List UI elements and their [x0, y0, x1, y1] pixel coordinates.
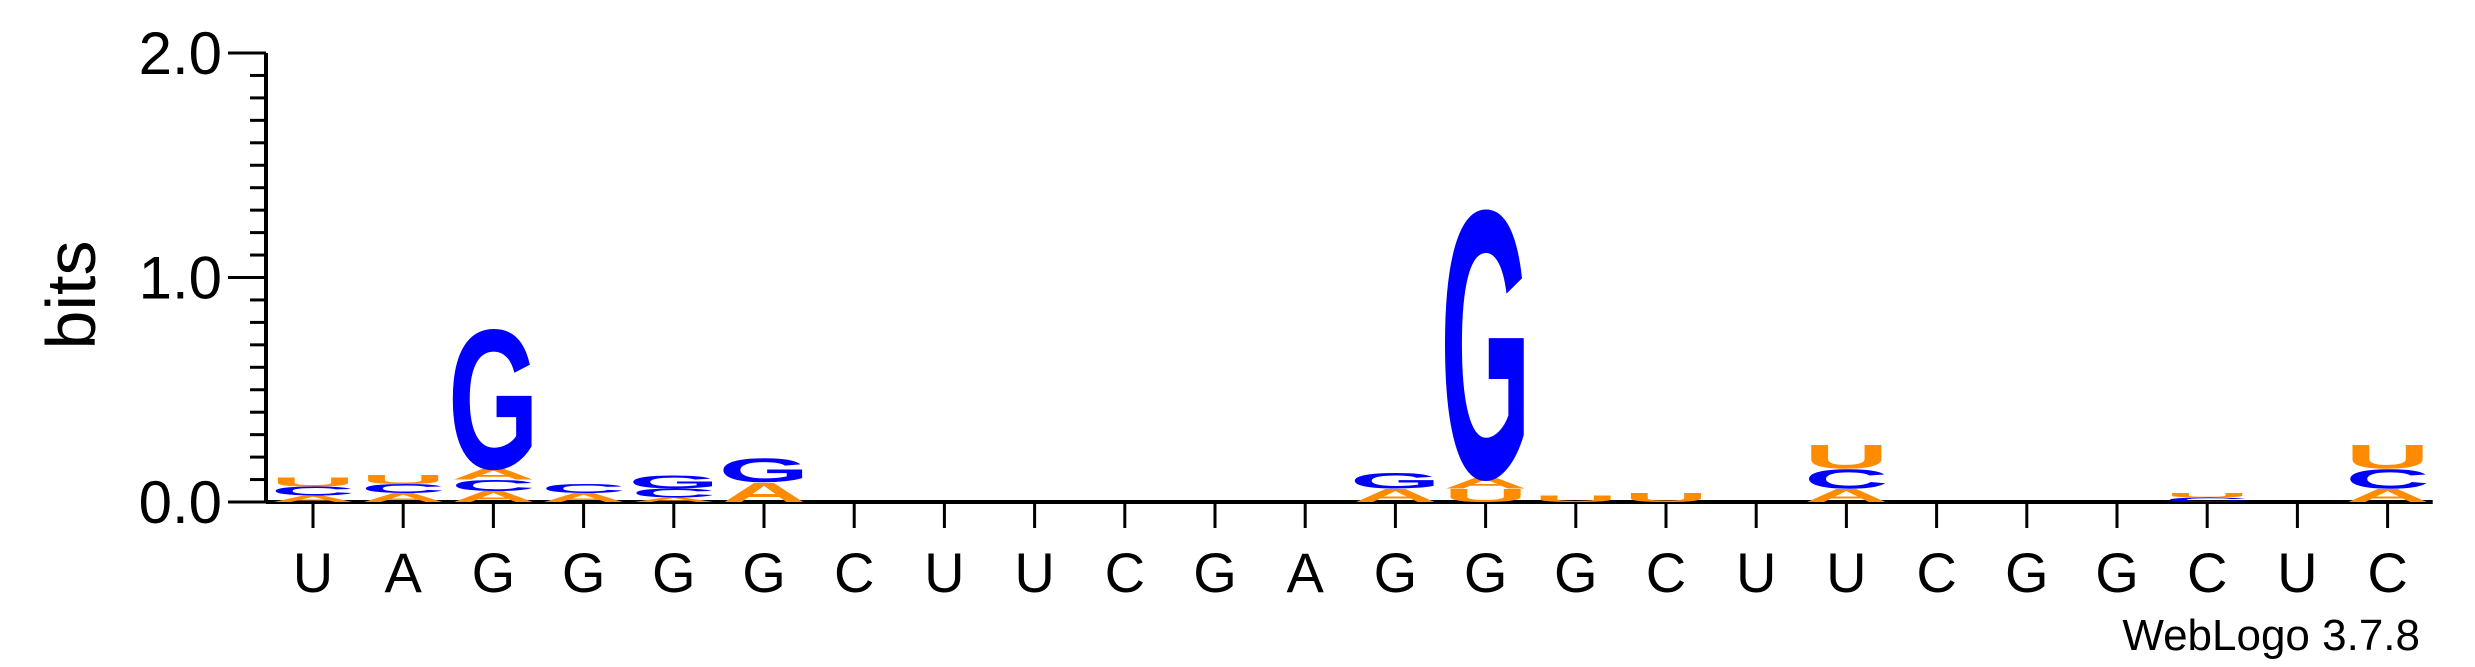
logo-letter-glyph: U — [1804, 438, 1888, 476]
logo-letter-glyph: G — [719, 451, 810, 489]
logo-letter-C: C — [541, 482, 625, 496]
logo-letter-glyph: A — [1804, 485, 1888, 506]
logo-letter-G: G — [719, 451, 810, 489]
x-tick-label: G — [652, 541, 696, 604]
logo-letter-glyph: G — [1440, 131, 1531, 560]
x-tick-label: U — [1736, 541, 1776, 604]
logo-letter-G: G — [1440, 131, 1531, 560]
x-tick-label: C — [834, 541, 874, 604]
logo-letter-U: U — [1534, 494, 1618, 505]
logo-letter-glyph: G — [448, 288, 539, 511]
y-tick-label: 0.0 — [139, 469, 222, 536]
logo-letter-glyph: U — [2165, 492, 2249, 499]
logo-letter-A: A — [451, 466, 535, 483]
x-tick-label: G — [1464, 541, 1508, 604]
logo-letter-A: A — [1804, 485, 1888, 506]
logo-letter-glyph: U — [1534, 494, 1618, 505]
x-tick-label: G — [472, 541, 516, 604]
logo-letter-C: C — [271, 484, 355, 498]
logo-letter-glyph: U — [271, 475, 355, 489]
logo-letter-U: U — [361, 473, 445, 487]
logo-letter-glyph: A — [451, 488, 535, 505]
logo-letter-A: A — [271, 494, 355, 505]
logo-letter-U: U — [271, 475, 355, 489]
x-tick-label: G — [2095, 541, 2139, 604]
logo-letter-C: C — [1804, 463, 1888, 494]
x-tick-label: G — [2005, 541, 2049, 604]
logo-letter-glyph: C — [361, 482, 445, 496]
x-tick-label: U — [1014, 541, 1054, 604]
logo-letter-A: A — [541, 491, 625, 505]
logo-letter-glyph: C — [541, 482, 625, 496]
x-tick-label: A — [1287, 541, 1325, 604]
logo-letter-glyph: A — [361, 491, 445, 505]
x-tick-label: C — [2187, 541, 2227, 604]
chart-axes: 0.0 1.0 2.0 — [139, 20, 2433, 536]
x-tick-label: U — [1826, 541, 1866, 604]
x-tick-label: C — [1916, 541, 1956, 604]
logo-letter-A: A — [2345, 485, 2429, 506]
x-tick-label: G — [1193, 541, 1237, 604]
logo-letter-glyph: U — [2345, 438, 2429, 476]
y-tick-label: 2.0 — [139, 20, 222, 87]
x-tick-label: U — [293, 541, 333, 604]
logo-letter-C: C — [2165, 496, 2249, 503]
logo-letter-glyph: A — [541, 491, 625, 505]
logo-letter-A: A — [632, 496, 716, 503]
y-tick-label: 1.0 — [139, 245, 222, 312]
logo-letter-glyph: G — [628, 472, 719, 493]
logo-letter-C: C — [2345, 463, 2429, 494]
logo-letter-A: A — [451, 488, 535, 505]
logo-letter-U: U — [1804, 438, 1888, 476]
logo-letter-glyph: A — [1443, 474, 1527, 491]
logo-letter-U: U — [2345, 438, 2429, 476]
logo-letter-glyph: U — [361, 473, 445, 487]
logo-letter-G: G — [628, 472, 719, 493]
logo-letter-glyph: G — [1350, 469, 1441, 493]
logo-letter-glyph: A — [271, 494, 355, 505]
logo-letter-A: A — [1353, 485, 1437, 506]
x-tick-label: G — [742, 541, 786, 604]
logo-letter-glyph: A — [1353, 485, 1437, 506]
x-tick-label: A — [385, 541, 423, 604]
logo-letter-G: G — [1350, 469, 1441, 493]
weblogo-credit: WebLogo 3.7.8 — [2122, 611, 2420, 660]
logo-letter-G: G — [448, 288, 539, 511]
logo-letter-glyph: A — [451, 466, 535, 483]
x-tick-label: C — [1105, 541, 1145, 604]
y-axis-label: bits — [32, 241, 110, 350]
x-tick-label: C — [1646, 541, 1686, 604]
logo-letter-glyph: C — [2345, 463, 2429, 494]
logo-letter-glyph: C — [1804, 463, 1888, 494]
logo-letter-C: C — [361, 482, 445, 496]
x-tick-label: C — [2367, 541, 2407, 604]
logo-letter-glyph: U — [1443, 485, 1527, 506]
logo-letter-glyph: A — [632, 496, 716, 503]
logo-letter-U: U — [1624, 491, 1708, 505]
logo-letter-A: A — [361, 491, 445, 505]
x-tick-label: G — [1554, 541, 1598, 604]
logo-letter-glyph: C — [2165, 496, 2249, 503]
logo-letter-C: C — [632, 486, 716, 500]
logo-letter-C: C — [451, 477, 535, 494]
logo-letter-glyph: U — [1624, 491, 1708, 505]
logo-letter-glyph: A — [2345, 485, 2429, 506]
x-tick-label: G — [562, 541, 606, 604]
logo-letter-U: U — [2165, 492, 2249, 499]
logo-letter-A: A — [1443, 474, 1527, 491]
logo-letter-U: U — [1443, 485, 1527, 506]
logo-letter-glyph: C — [632, 486, 716, 500]
logo-letter-glyph: C — [271, 484, 355, 498]
x-tick-label: U — [2277, 541, 2317, 604]
logo-letter-glyph: C — [451, 477, 535, 494]
x-tick-label: U — [924, 541, 964, 604]
x-tick-label: G — [1374, 541, 1418, 604]
